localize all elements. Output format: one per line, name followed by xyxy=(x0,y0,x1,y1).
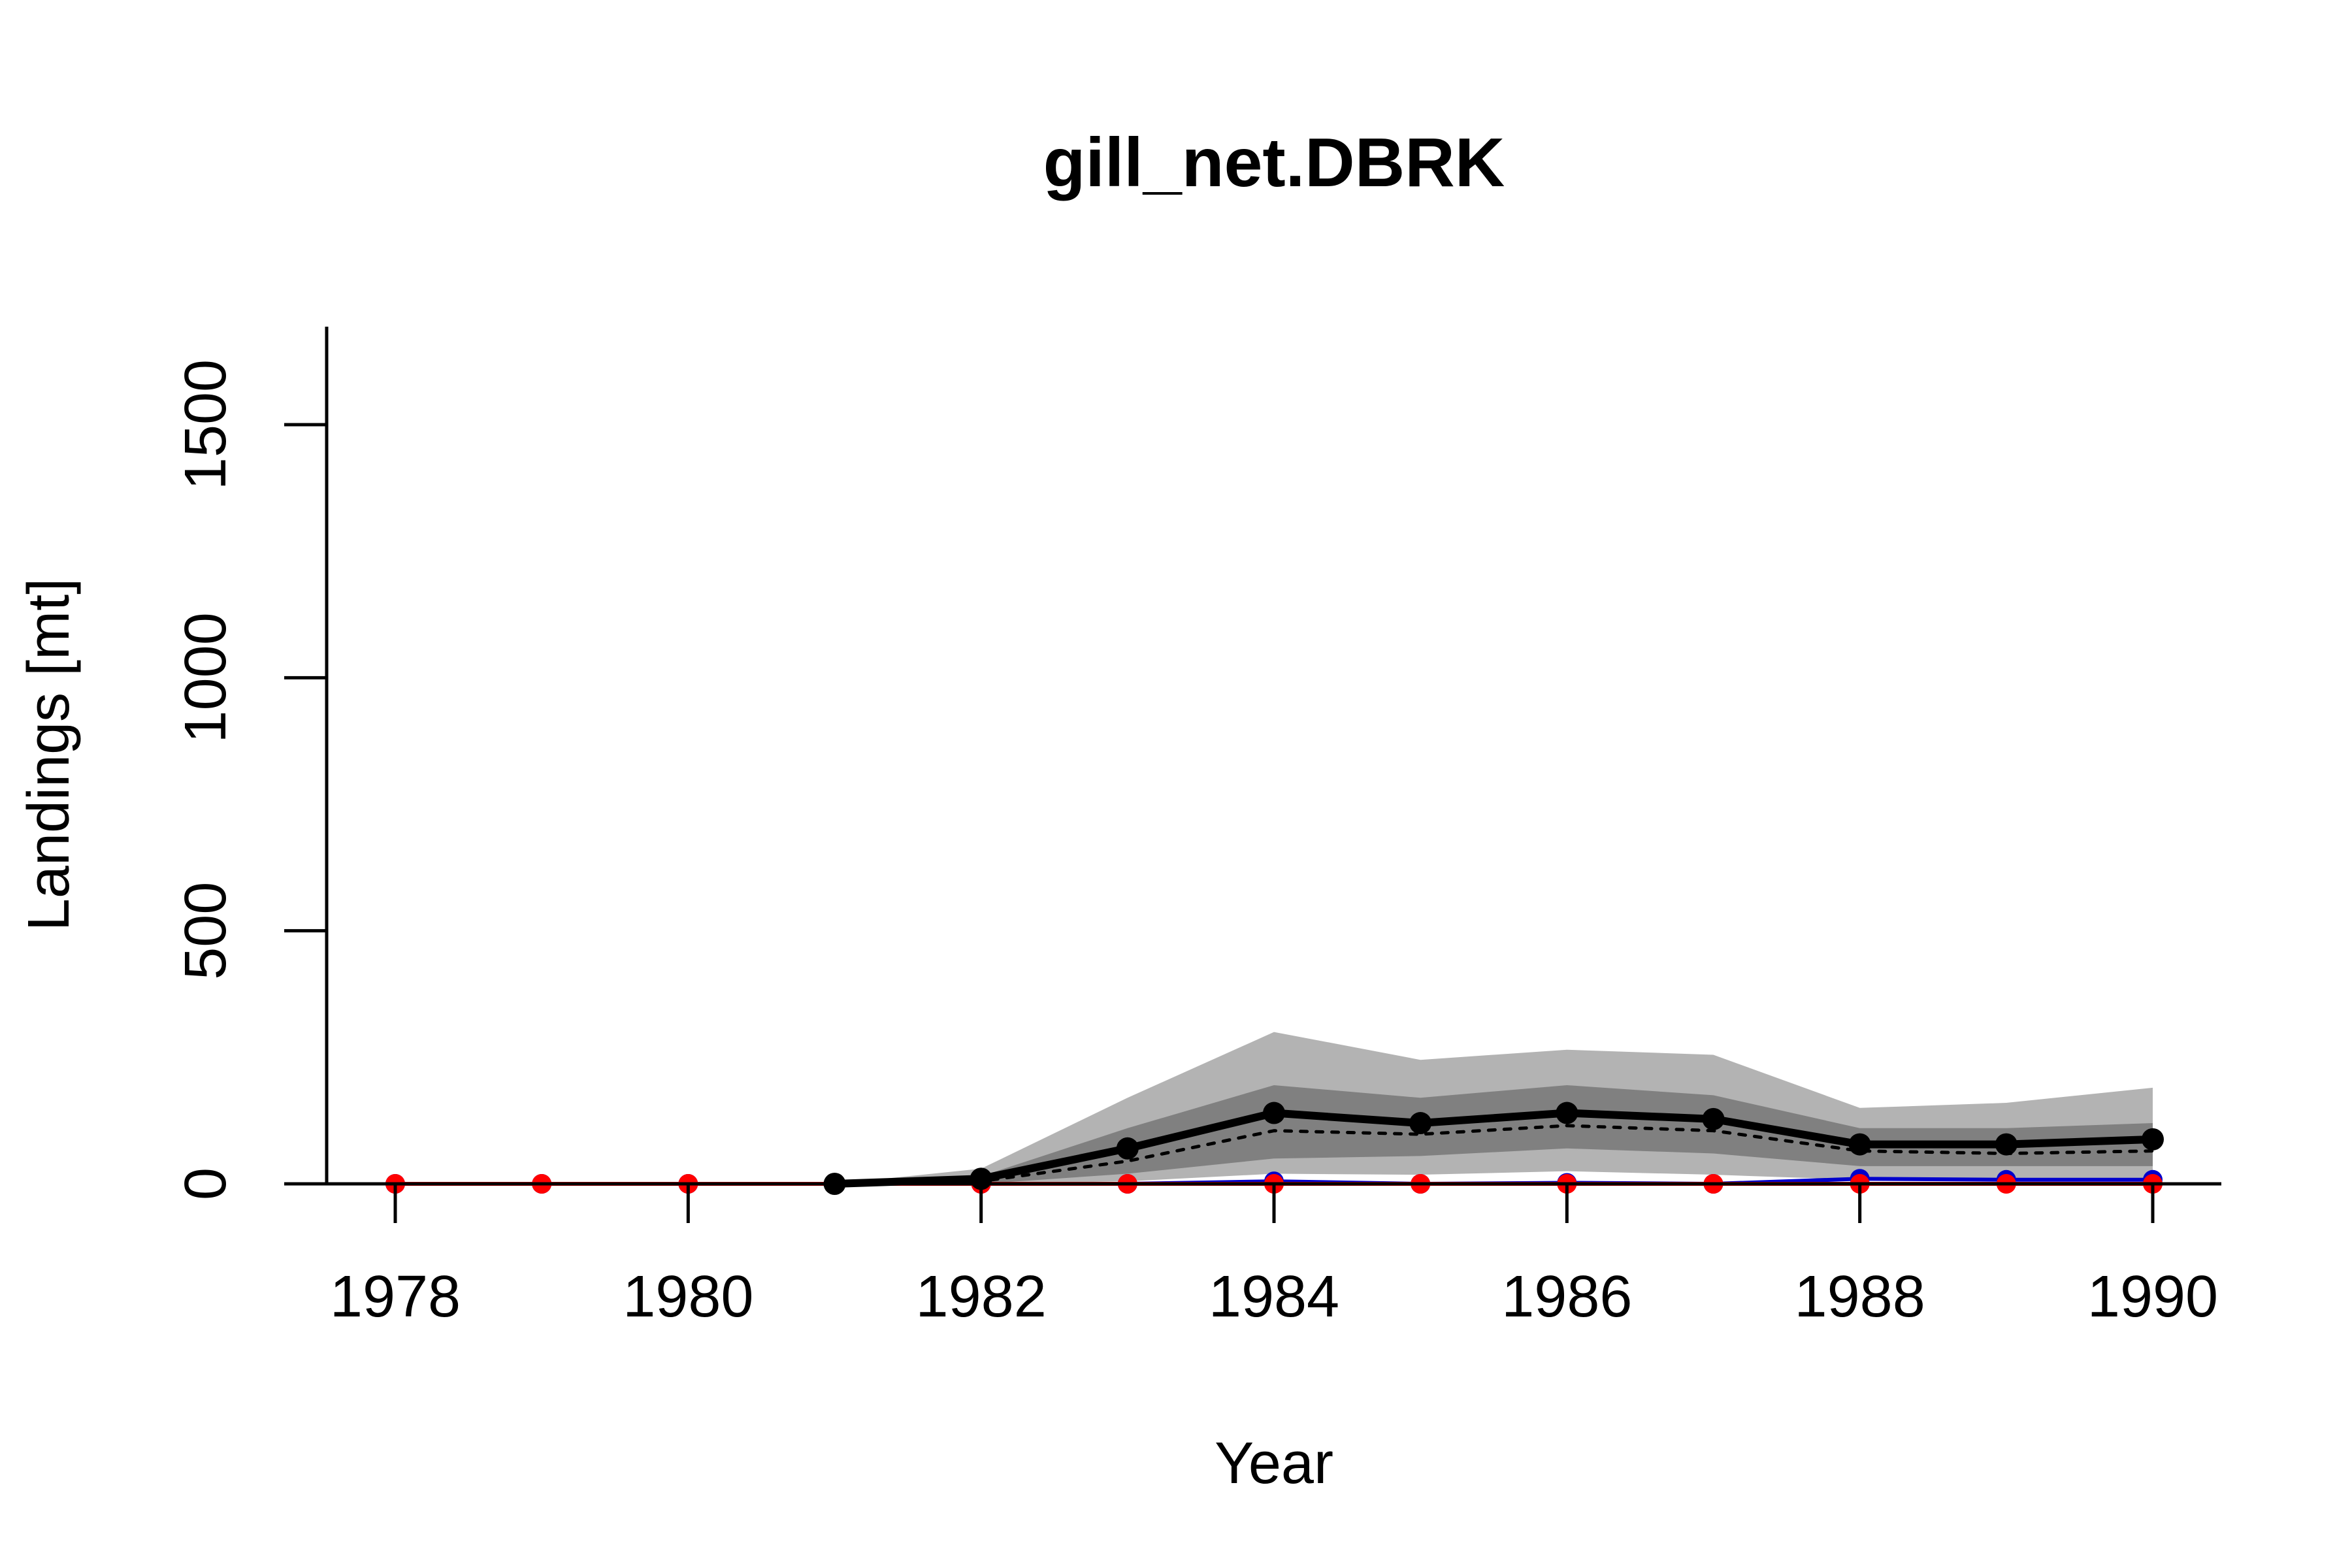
data-point-estimate xyxy=(1116,1137,1139,1160)
y-axis-label: Landings [mt] xyxy=(16,578,82,931)
x-tick-label: 1982 xyxy=(916,1264,1047,1330)
data-point-estimate xyxy=(1263,1102,1285,1124)
y-tick-label: 500 xyxy=(173,882,238,980)
x-axis-label: Year xyxy=(1215,1431,1333,1496)
data-point-estimate xyxy=(2142,1128,2164,1151)
y-tick-label: 0 xyxy=(173,1168,238,1200)
x-tick-label: 1986 xyxy=(1501,1264,1632,1330)
data-point-estimate xyxy=(1556,1102,1578,1124)
axes xyxy=(284,327,2221,1186)
data-point-estimate xyxy=(1702,1107,1725,1130)
series-line-median xyxy=(833,1124,2155,1186)
x-tick-label: 1980 xyxy=(623,1264,753,1330)
y-tick-label: 1000 xyxy=(173,612,238,743)
data-point-estimate xyxy=(1848,1133,1871,1156)
ticks: 1978 1980 1982 1984 1986 1988 1990 0 500 1000 1500 xyxy=(173,359,2218,1330)
x-tick-label: 1988 xyxy=(1795,1264,1925,1330)
x-tick-label: 1978 xyxy=(330,1264,461,1330)
data-point-estimate xyxy=(1995,1133,2017,1156)
y-tick-label: 1500 xyxy=(173,359,238,490)
data-point-estimate xyxy=(1409,1112,1432,1135)
series-line-estimate xyxy=(830,1109,2157,1188)
chart-title: gill_net.DBRK xyxy=(1043,124,1505,201)
interval-bands xyxy=(834,1032,2153,1184)
x-tick-label: 1984 xyxy=(1209,1264,1339,1330)
x-tick-label: 1990 xyxy=(2087,1264,2218,1330)
band-inner-interval xyxy=(834,1085,2153,1184)
